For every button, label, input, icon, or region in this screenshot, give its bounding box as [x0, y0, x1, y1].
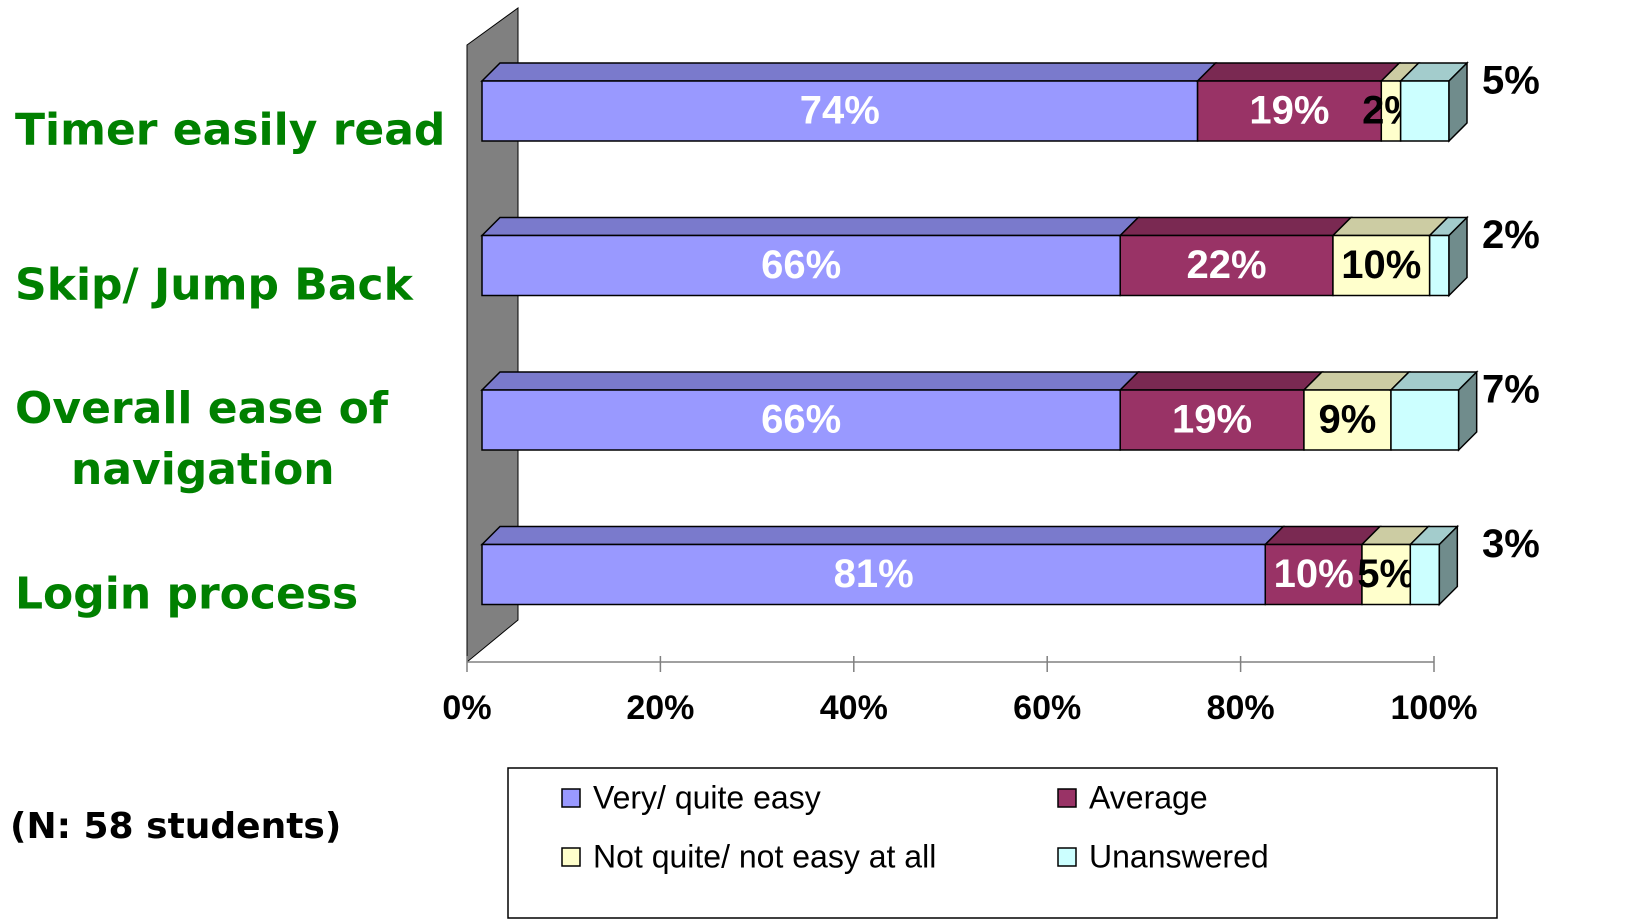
legend-swatch — [561, 788, 581, 808]
bar — [1303, 389, 1392, 451]
bar — [1390, 389, 1460, 451]
data-label: 3% — [1482, 522, 1540, 566]
data-label: 10% — [1341, 243, 1421, 287]
legend-label: Average — [1089, 779, 1208, 815]
legend-label: Unanswered — [1089, 838, 1269, 874]
bar-side — [1448, 61, 1468, 143]
data-label: 66% — [761, 398, 841, 442]
legend-swatch — [561, 847, 581, 867]
bar-top — [1118, 371, 1324, 391]
data-label: 19% — [1249, 89, 1329, 133]
legend-label: Not quite/ not easy at all — [593, 838, 936, 874]
bar — [1196, 80, 1383, 142]
x-tick-label: 20% — [626, 689, 694, 727]
data-label: 5% — [1357, 552, 1415, 596]
bar-top — [480, 62, 1218, 82]
legend-label: Very/ quite easy — [593, 779, 821, 815]
bar — [1264, 543, 1363, 606]
legend-swatch — [1057, 847, 1077, 867]
bar-top — [1118, 216, 1353, 237]
bar — [1119, 389, 1305, 451]
data-label: 7% — [1482, 368, 1540, 412]
data-label: 5% — [1482, 59, 1540, 103]
data-label: 66% — [761, 243, 841, 287]
bar-top — [1331, 216, 1450, 237]
bar-top — [1263, 525, 1382, 546]
category-label: Timer easily read — [15, 104, 446, 156]
x-tick-label: 80% — [1207, 689, 1275, 727]
data-label: 22% — [1187, 243, 1267, 287]
x-tick-label: 100% — [1391, 689, 1478, 727]
legend-swatch — [1057, 788, 1077, 808]
data-label: 19% — [1172, 398, 1252, 442]
bar-side — [1448, 215, 1468, 298]
data-label: 74% — [800, 89, 880, 133]
back-wall — [466, 7, 519, 664]
data-label: 10% — [1274, 552, 1354, 596]
bar — [1399, 80, 1450, 142]
bar-top — [480, 371, 1141, 391]
bar-side — [1457, 370, 1478, 452]
bar-top — [480, 525, 1286, 546]
bar — [481, 80, 1199, 142]
bar-side — [1438, 524, 1459, 607]
bar — [1428, 234, 1450, 297]
bar — [1409, 543, 1441, 606]
annotation: (N: 58 students) — [10, 806, 342, 847]
category-label: Login process — [15, 568, 359, 619]
bar — [481, 543, 1267, 606]
data-label: 9% — [1319, 398, 1377, 442]
category-label: Overall ease of navigation — [15, 383, 389, 495]
x-tick-label: 40% — [820, 689, 888, 727]
bar — [1332, 234, 1431, 297]
bar-top — [480, 216, 1141, 237]
bar-top — [1195, 62, 1402, 82]
data-label: 81% — [834, 552, 914, 596]
x-tick-label: 60% — [1013, 689, 1081, 727]
data-label: 2% — [1482, 213, 1540, 257]
x-tick-label: 0% — [442, 689, 491, 727]
legend-box — [507, 767, 1498, 919]
category-label: Skip/ Jump Back — [15, 259, 413, 310]
bar — [481, 234, 1121, 297]
bar — [1119, 234, 1334, 297]
